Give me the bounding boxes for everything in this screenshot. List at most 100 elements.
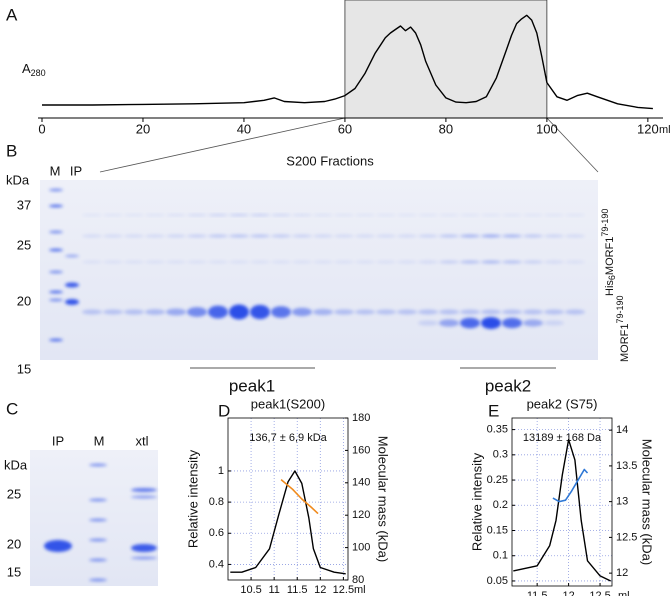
panel-label: C <box>6 399 18 418</box>
gel-band <box>292 234 312 238</box>
gel-band <box>65 254 79 258</box>
gel-band <box>145 260 165 264</box>
y2-tick-label: 180 <box>352 412 370 424</box>
y2-tick-label: 14 <box>616 424 628 436</box>
gel-band <box>376 309 396 315</box>
gel-band <box>565 214 585 216</box>
chart-title: peak1(S200) <box>251 396 325 411</box>
y-label: A <box>22 61 31 76</box>
gel-band <box>439 309 459 315</box>
gel-band <box>208 260 228 264</box>
gel-band <box>49 270 63 274</box>
gel-band <box>49 230 63 234</box>
x-tick-label: 12 <box>314 584 326 596</box>
gel-band <box>145 309 165 315</box>
gel-band <box>292 214 312 216</box>
gel-band <box>502 234 522 238</box>
gel-band <box>397 260 417 264</box>
gel-band <box>544 214 564 216</box>
gel-band <box>166 214 186 216</box>
gel-band <box>65 299 79 305</box>
data-line <box>280 478 319 515</box>
gel-band <box>187 260 207 264</box>
protein: MORF1 <box>619 324 631 363</box>
x-tick-label: 11 <box>268 584 279 596</box>
unit-label: kDa <box>6 172 30 187</box>
gel-band <box>334 214 354 216</box>
gel-band <box>334 234 354 238</box>
gel-band <box>502 317 522 329</box>
gel-band <box>103 234 123 238</box>
zoom-line <box>546 117 599 173</box>
gel-band <box>460 309 480 315</box>
x-tick-label: 11.5 <box>287 584 308 596</box>
gels <box>30 180 598 586</box>
gel-band <box>418 309 438 315</box>
y2-tick-label: 160 <box>352 444 370 456</box>
gel-band <box>89 463 107 467</box>
gel-band <box>187 307 207 317</box>
panel-label: A <box>6 5 18 24</box>
gel-band <box>44 540 72 552</box>
gel-band <box>334 260 354 264</box>
gel-band <box>460 317 480 329</box>
gel-band <box>49 290 63 294</box>
x-axis-label: ml <box>354 584 366 596</box>
gel-band <box>49 204 63 208</box>
gel-band <box>131 495 157 499</box>
gel-band <box>229 260 249 264</box>
y-tick-label: 0.15 <box>487 524 508 536</box>
x-tick-label: 60 <box>338 121 352 136</box>
gel-band <box>89 538 107 542</box>
gel-band <box>481 214 501 216</box>
gel-band <box>208 214 228 216</box>
gel-band <box>103 214 123 216</box>
gel-band <box>418 320 438 326</box>
y-tick-label: 0.8 <box>209 496 224 508</box>
gel-band <box>523 260 543 264</box>
gel-band <box>82 260 102 264</box>
gel-band <box>439 319 459 327</box>
gel-band <box>250 260 270 264</box>
gel-band <box>49 248 63 252</box>
x-tick-label: 12 <box>562 590 574 596</box>
gel-band <box>481 234 501 238</box>
y-tick-label: 0.2 <box>493 499 508 511</box>
y2-tick-label: 120 <box>352 509 370 521</box>
gel-band <box>82 214 102 216</box>
lane-label: IP <box>70 163 82 178</box>
y-tick-label: 0.4 <box>209 558 224 570</box>
gel-band <box>460 234 480 238</box>
gel-band <box>439 214 459 216</box>
gel-band <box>544 260 564 264</box>
range: 79-190 <box>615 295 625 323</box>
gel-band <box>355 234 375 238</box>
gel-band <box>229 234 249 238</box>
y-axis-label: A280 <box>22 61 46 78</box>
gel-band <box>460 214 480 216</box>
peak-label: peak2 <box>485 376 531 395</box>
protein: MORF1 <box>604 237 616 276</box>
x-tick-label: 100 <box>536 121 558 136</box>
gel-band <box>544 309 564 315</box>
tag-sub: 6 <box>607 275 617 280</box>
band-label: MORF179-190 <box>615 295 631 362</box>
gel-band <box>565 260 585 264</box>
gel-band <box>250 234 270 238</box>
y-tick-label: 0.3 <box>493 449 508 461</box>
unit-label: kDa <box>4 457 28 472</box>
gel-band <box>271 234 291 238</box>
gel-band <box>523 214 543 216</box>
y-tick-label: 0.35 <box>487 424 508 436</box>
gel-band <box>49 298 63 302</box>
panel-label: D <box>218 401 230 420</box>
lane-label: M <box>50 163 61 178</box>
gel-band <box>208 305 228 319</box>
gel-band <box>355 309 375 315</box>
gel-band <box>376 260 396 264</box>
gel-band <box>439 234 459 238</box>
gel-band <box>229 214 249 216</box>
x-tick-label: 40 <box>237 121 251 136</box>
